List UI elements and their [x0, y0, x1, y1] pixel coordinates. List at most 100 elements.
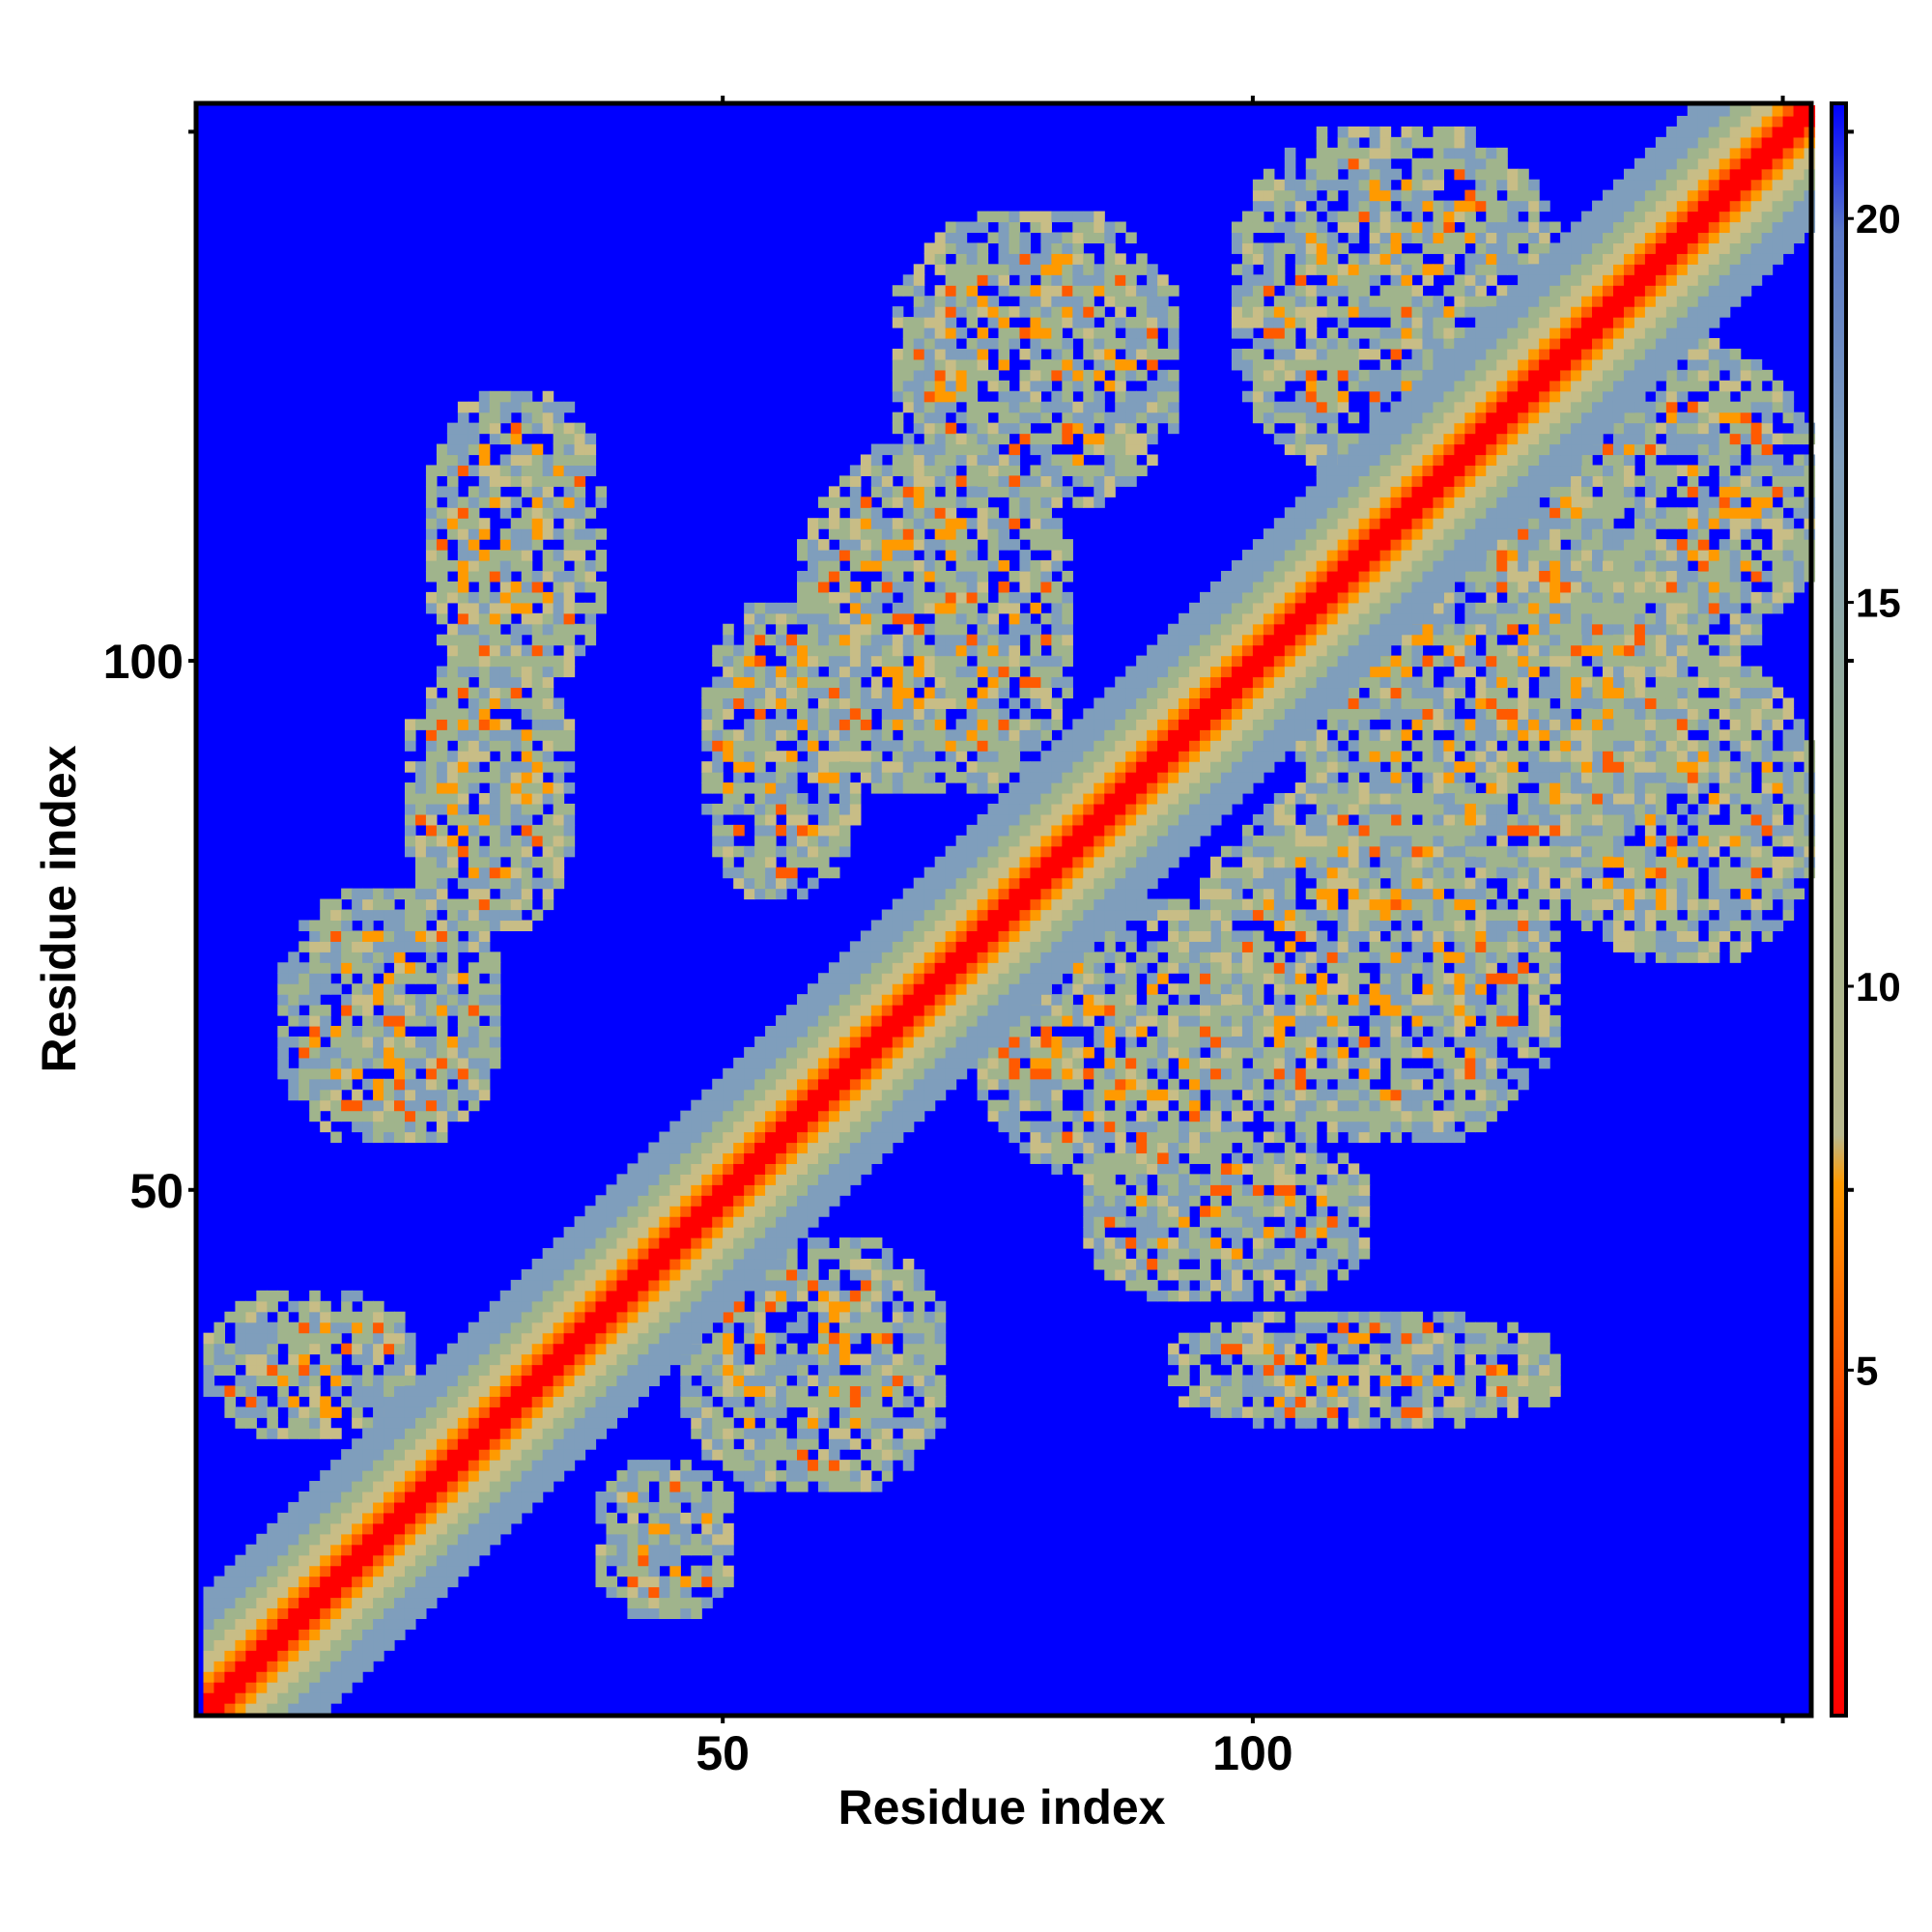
- heatmap-cell: [1263, 1005, 1275, 1016]
- heatmap-cell: [902, 666, 915, 678]
- heatmap-cell: [1475, 994, 1487, 1006]
- heatmap-cell: [776, 1396, 787, 1407]
- heatmap-cell: [309, 1375, 321, 1387]
- heatmap-cell: [817, 1406, 830, 1418]
- heatmap-cell: [913, 539, 925, 551]
- heatmap-cell: [659, 1491, 670, 1503]
- heatmap-cell: [892, 497, 904, 508]
- heatmap-cell: [934, 317, 947, 328]
- heatmap-cell: [1030, 539, 1041, 551]
- heatmap-cell: [510, 813, 523, 826]
- heatmap-cell: [1040, 264, 1052, 275]
- heatmap-cell: [1263, 1290, 1275, 1302]
- heatmap-cell: [881, 1258, 894, 1270]
- heatmap-cell: [330, 1025, 342, 1037]
- heatmap-cell: [1518, 856, 1529, 868]
- heatmap-cell: [542, 835, 554, 847]
- heatmap-cell: [1040, 296, 1052, 307]
- heatmap-cell: [1168, 930, 1179, 942]
- heatmap-cell: [1220, 1005, 1233, 1016]
- heatmap-cell: [1030, 486, 1041, 497]
- heatmap-cell: [1168, 1046, 1179, 1059]
- heatmap-cell: [1411, 1321, 1424, 1334]
- heatmap-cell: [870, 612, 883, 625]
- heatmap-cell: [563, 581, 576, 593]
- heatmap-cell: [1284, 1057, 1296, 1069]
- heatmap-cell: [923, 475, 936, 487]
- heatmap-cell: [849, 676, 862, 689]
- heatmap-cell: [1231, 1184, 1243, 1196]
- heatmap-cell: [1009, 1089, 1021, 1101]
- heatmap-cell: [1083, 983, 1094, 995]
- heatmap-cell: [627, 1470, 639, 1482]
- heatmap-cell: [923, 317, 936, 328]
- heatmap-cell: [1241, 1046, 1254, 1059]
- heatmap-cell: [828, 497, 840, 508]
- heatmap-cell: [394, 1121, 406, 1133]
- heatmap-cell: [701, 1576, 713, 1588]
- heatmap-cell: [510, 655, 523, 668]
- heatmap-cell: [1157, 401, 1169, 413]
- heatmap-cell: [860, 1353, 872, 1366]
- heatmap-cell: [712, 1533, 724, 1546]
- heatmap-cell: [1273, 888, 1286, 900]
- heatmap-cell: [1252, 1343, 1264, 1355]
- heatmap-cell: [1284, 1375, 1296, 1387]
- heatmap-cell: [1305, 1121, 1318, 1133]
- heatmap-cell: [320, 1353, 331, 1366]
- heatmap-cell: [1220, 962, 1233, 974]
- heatmap-cell: [1464, 824, 1476, 837]
- heatmap-cell: [1433, 994, 1444, 1006]
- heatmap-cell: [425, 793, 438, 805]
- heatmap-cell: [701, 1597, 713, 1609]
- heatmap-cell: [849, 1481, 862, 1492]
- heatmap-cell: [881, 612, 894, 625]
- heatmap-cell: [1284, 1353, 1296, 1366]
- heatmap-cell: [797, 888, 809, 900]
- heatmap-cell: [1263, 1195, 1275, 1207]
- heatmap-cell: [797, 1385, 809, 1397]
- heatmap-cell: [786, 676, 798, 689]
- heatmap-cell: [521, 761, 533, 773]
- heatmap-cell: [425, 518, 438, 529]
- heatmap-cell: [860, 687, 872, 699]
- heatmap-cell: [436, 1067, 448, 1080]
- heatmap-cell: [1083, 1184, 1094, 1196]
- heatmap-cell: [616, 1481, 629, 1492]
- heatmap-cell: [1125, 465, 1137, 476]
- heatmap-cell: [1337, 1089, 1350, 1101]
- heatmap-cell: [1401, 856, 1413, 868]
- heatmap-cell: [691, 1597, 702, 1609]
- heatmap-cell: [913, 507, 925, 519]
- heatmap-cell: [1369, 888, 1381, 900]
- heatmap-cell: [499, 433, 512, 445]
- heatmap-cell: [1030, 1036, 1041, 1048]
- heatmap-cell: [1051, 348, 1063, 360]
- heatmap-cell: [404, 740, 416, 752]
- heatmap-cell: [1316, 1195, 1328, 1207]
- heatmap-cell: [245, 1353, 257, 1366]
- heatmap-cell: [1009, 740, 1021, 752]
- heatmap-cell: [394, 1046, 406, 1059]
- heatmap-cell: [1401, 824, 1413, 837]
- heatmap-cell: [1294, 1290, 1307, 1302]
- heatmap-cell: [1209, 941, 1222, 952]
- heatmap-cell: [828, 772, 840, 783]
- heatmap-cell: [1200, 1174, 1211, 1185]
- heatmap-cell: [1379, 845, 1392, 858]
- heatmap-cell: [1136, 1057, 1148, 1069]
- heatmap-cell: [1220, 1206, 1233, 1217]
- heatmap-cell: [478, 920, 491, 931]
- heatmap-cell: [298, 1300, 310, 1313]
- heatmap-cell: [1433, 1057, 1444, 1069]
- heatmap-cell: [754, 676, 766, 689]
- heatmap-cell: [267, 1375, 278, 1387]
- heatmap-cell: [1115, 983, 1126, 995]
- heatmap-cell: [1051, 581, 1063, 593]
- heatmap-cell: [849, 581, 862, 593]
- heatmap-cell: [1454, 994, 1465, 1006]
- heatmap-cell: [998, 655, 1010, 668]
- heatmap-cell: [807, 1258, 819, 1270]
- heatmap-cell: [786, 824, 798, 837]
- heatmap-cell: [341, 1110, 353, 1122]
